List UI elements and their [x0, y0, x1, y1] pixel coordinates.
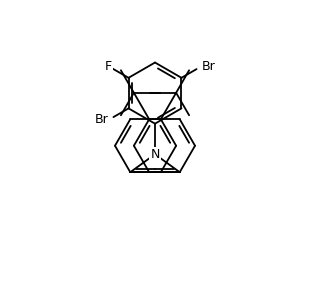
Text: F: F — [105, 60, 112, 73]
Text: N: N — [150, 148, 160, 161]
Text: Br: Br — [95, 113, 109, 126]
Text: Br: Br — [201, 60, 215, 73]
